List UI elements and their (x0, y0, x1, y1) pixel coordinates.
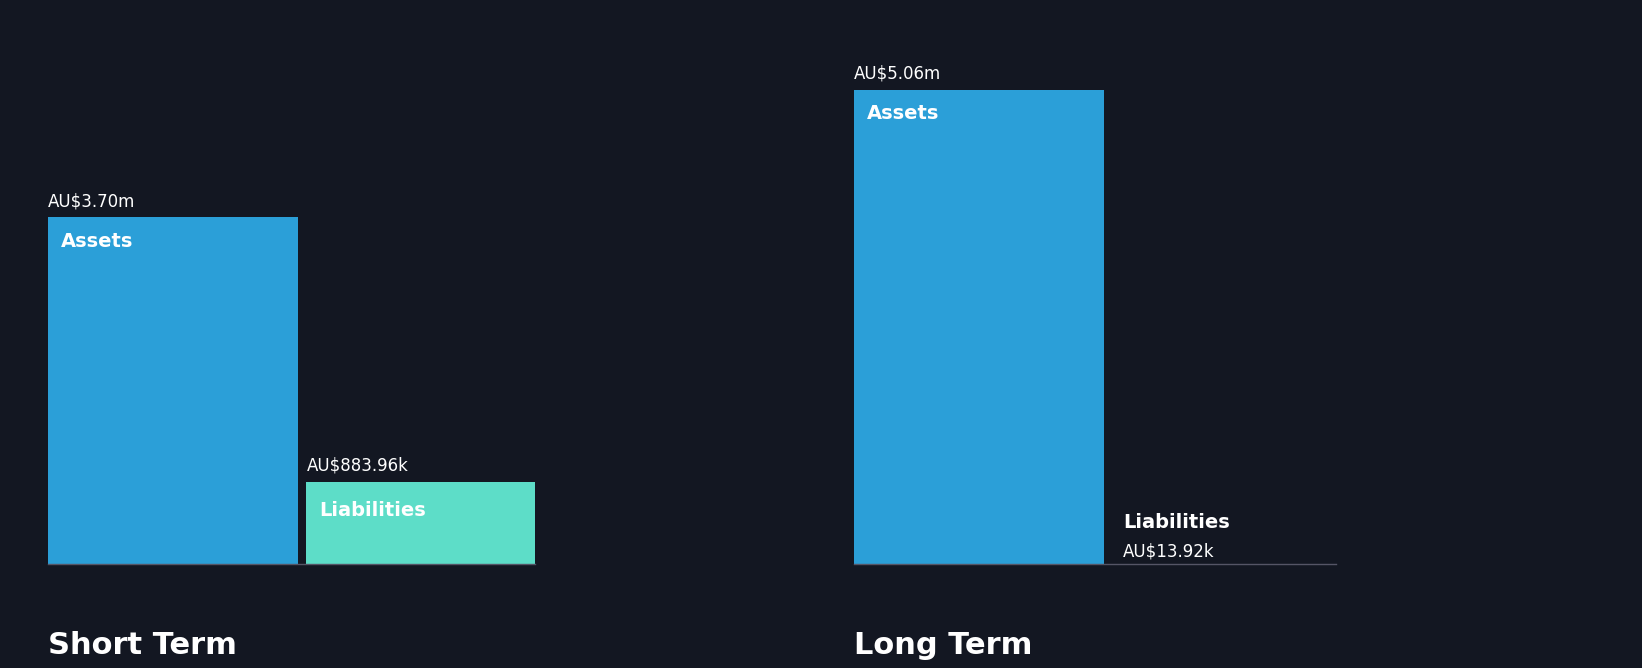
Text: Assets: Assets (867, 104, 939, 123)
Bar (854, 90, 1103, 564)
Text: Short Term: Short Term (48, 631, 236, 660)
Text: AU$5.06m: AU$5.06m (854, 65, 941, 83)
Text: Liabilities: Liabilities (320, 500, 427, 520)
Text: AU$13.92k: AU$13.92k (1123, 543, 1215, 561)
Text: Long Term: Long Term (854, 631, 1033, 660)
Text: Assets: Assets (61, 232, 133, 250)
Text: AU$883.96k: AU$883.96k (307, 456, 409, 474)
Bar (48, 217, 299, 564)
Text: Liabilities: Liabilities (1123, 513, 1230, 532)
Text: AU$3.70m: AU$3.70m (48, 192, 136, 210)
Bar (307, 482, 535, 564)
